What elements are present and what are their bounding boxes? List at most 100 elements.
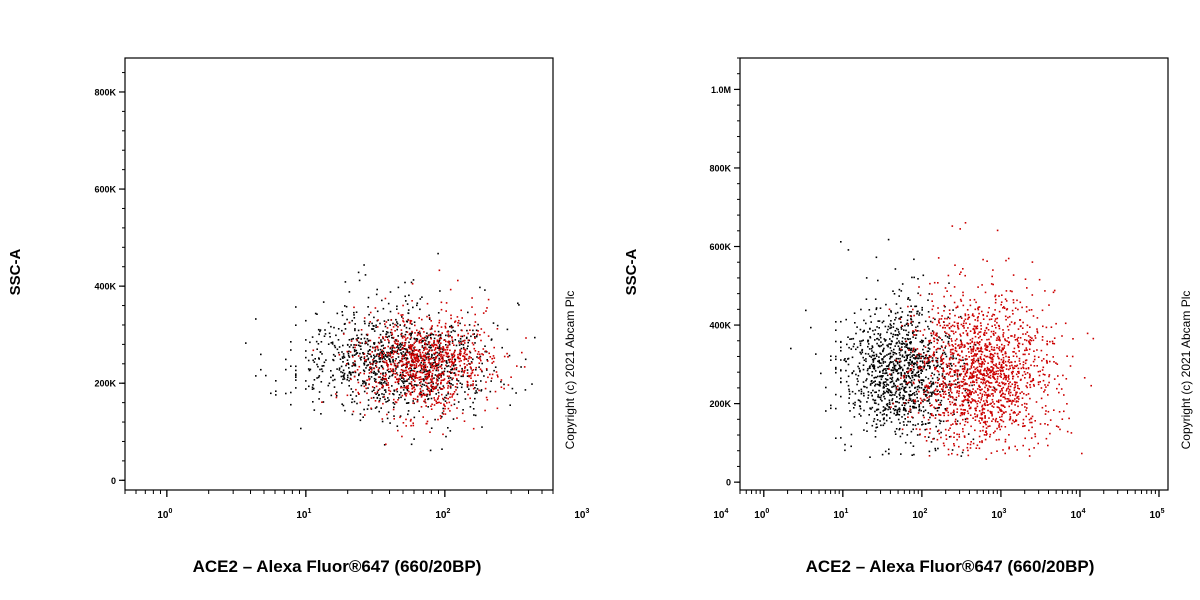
data-point-ACE2 bbox=[448, 379, 451, 382]
data-point-control bbox=[913, 354, 915, 356]
data-point-ACE2 bbox=[945, 386, 947, 389]
data-point-ACE2 bbox=[940, 395, 942, 397]
data-point-ACE2 bbox=[981, 393, 984, 396]
data-point-control bbox=[451, 378, 453, 381]
data-point-ACE2 bbox=[379, 352, 382, 354]
data-point-control bbox=[863, 359, 866, 361]
y-tick-label: 800K bbox=[94, 87, 116, 97]
data-point-control bbox=[923, 366, 925, 369]
data-point-ACE2 bbox=[414, 341, 417, 343]
data-point-control bbox=[396, 346, 398, 349]
points-group bbox=[245, 252, 536, 452]
data-point-ACE2 bbox=[959, 354, 961, 357]
data-point-ACE2 bbox=[959, 404, 961, 407]
data-point-ACE2 bbox=[970, 352, 973, 354]
data-point-control bbox=[859, 401, 862, 403]
data-point-ACE2 bbox=[948, 362, 950, 365]
data-point-ACE2 bbox=[1007, 387, 1009, 389]
data-point-control bbox=[928, 450, 931, 453]
data-point-ACE2 bbox=[423, 349, 425, 351]
data-point-control bbox=[920, 339, 923, 342]
data-point-ACE2 bbox=[911, 364, 913, 367]
data-point-ACE2 bbox=[412, 373, 414, 376]
data-point-control bbox=[887, 328, 889, 331]
data-point-ACE2 bbox=[424, 365, 426, 367]
data-point-ACE2 bbox=[448, 375, 451, 378]
data-point-control bbox=[446, 370, 449, 373]
data-point-ACE2 bbox=[392, 368, 394, 370]
data-point-ACE2 bbox=[1014, 381, 1017, 384]
data-point-control bbox=[330, 342, 333, 344]
data-point-ACE2 bbox=[352, 410, 355, 413]
data-point-ACE2 bbox=[1013, 367, 1016, 369]
data-point-ACE2 bbox=[933, 351, 935, 353]
data-point-ACE2 bbox=[417, 333, 420, 335]
data-point-ACE2 bbox=[936, 335, 938, 337]
data-point-control bbox=[927, 412, 930, 414]
data-point-control bbox=[395, 358, 397, 360]
data-point-ACE2 bbox=[963, 395, 965, 397]
data-point-ACE2 bbox=[1037, 381, 1040, 383]
data-point-ACE2 bbox=[986, 346, 988, 349]
data-point-ACE2 bbox=[397, 429, 399, 432]
data-point-control bbox=[407, 309, 410, 311]
data-point-ACE2 bbox=[438, 401, 440, 404]
data-point-ACE2 bbox=[1008, 356, 1010, 359]
data-point-ACE2 bbox=[483, 331, 486, 334]
data-point-ACE2 bbox=[953, 352, 955, 355]
data-point-ACE2 bbox=[959, 273, 961, 275]
data-point-ACE2 bbox=[985, 458, 988, 460]
data-point-control bbox=[905, 391, 908, 393]
data-point-ACE2 bbox=[966, 342, 968, 344]
data-point-control bbox=[892, 353, 895, 356]
data-point-ACE2 bbox=[395, 366, 397, 368]
data-point-ACE2 bbox=[999, 409, 1001, 411]
data-point-ACE2 bbox=[1003, 374, 1006, 376]
data-point-control bbox=[338, 369, 341, 371]
data-point-ACE2 bbox=[1011, 383, 1014, 385]
data-point-ACE2 bbox=[423, 400, 425, 403]
data-point-control bbox=[903, 329, 905, 331]
data-point-ACE2 bbox=[1007, 380, 1009, 382]
data-point-control bbox=[896, 413, 898, 416]
data-point-ACE2 bbox=[932, 354, 935, 357]
data-point-ACE2 bbox=[433, 344, 436, 346]
data-point-control bbox=[351, 398, 354, 400]
data-point-ACE2 bbox=[1066, 403, 1068, 405]
data-point-control bbox=[305, 350, 307, 352]
data-point-control bbox=[903, 386, 906, 389]
data-point-ACE2 bbox=[910, 368, 913, 370]
data-point-ACE2 bbox=[1007, 400, 1009, 403]
data-point-ACE2 bbox=[437, 353, 440, 356]
data-point-ACE2 bbox=[981, 440, 983, 442]
data-point-control bbox=[380, 378, 382, 381]
data-point-ACE2 bbox=[390, 319, 393, 321]
points-group bbox=[790, 222, 1095, 460]
data-point-control bbox=[889, 338, 891, 340]
data-point-ACE2 bbox=[962, 428, 964, 430]
data-point-control bbox=[368, 353, 371, 355]
data-point-control bbox=[911, 454, 913, 456]
data-point-ACE2 bbox=[923, 362, 926, 364]
data-point-ACE2 bbox=[1058, 411, 1061, 413]
data-point-control bbox=[921, 355, 923, 358]
data-point-ACE2 bbox=[1030, 417, 1033, 420]
data-point-control bbox=[882, 349, 885, 351]
data-point-ACE2 bbox=[446, 348, 449, 351]
data-point-ACE2 bbox=[972, 358, 974, 361]
data-point-ACE2 bbox=[1058, 391, 1060, 394]
data-point-control bbox=[936, 385, 938, 388]
data-point-ACE2 bbox=[991, 315, 993, 317]
data-point-control bbox=[432, 333, 435, 336]
data-point-ACE2 bbox=[1006, 398, 1008, 400]
data-point-control bbox=[348, 346, 351, 348]
data-point-ACE2 bbox=[912, 330, 914, 332]
data-point-ACE2 bbox=[912, 308, 914, 311]
data-point-ACE2 bbox=[982, 421, 985, 424]
data-point-ACE2 bbox=[1047, 444, 1049, 447]
data-point-control bbox=[470, 335, 472, 338]
data-point-control bbox=[926, 389, 928, 391]
data-point-ACE2 bbox=[402, 386, 404, 389]
data-point-ACE2 bbox=[428, 375, 431, 378]
data-point-ACE2 bbox=[437, 376, 439, 378]
